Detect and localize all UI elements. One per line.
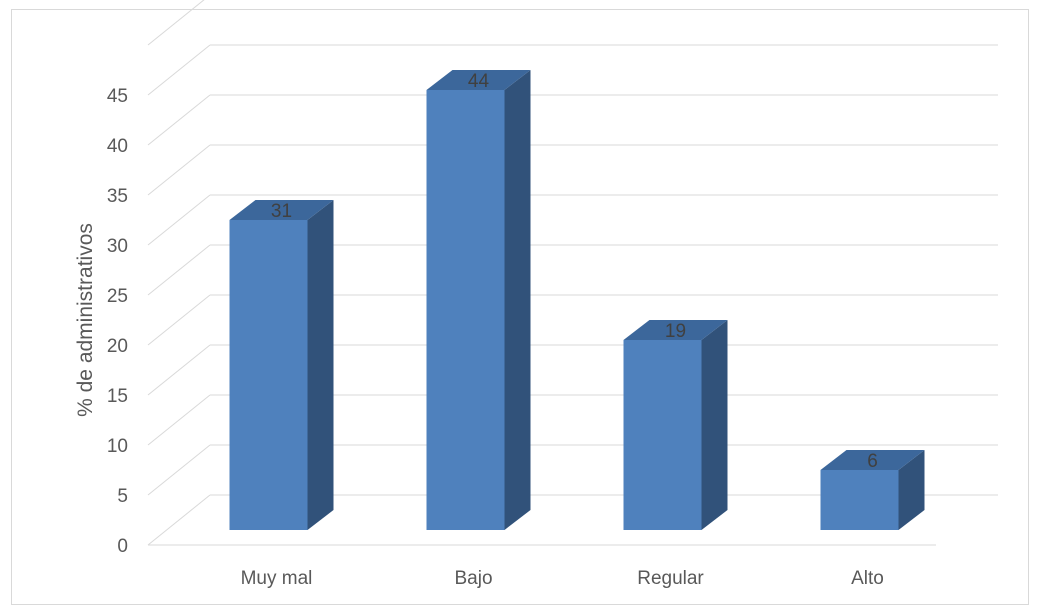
bar-side [701,320,728,530]
y-tick-label: 45 [107,86,128,107]
data-label: 31 [271,201,292,222]
category-label: Muy mal [241,568,313,589]
gridline-depth [147,344,211,396]
bar-side [898,450,925,530]
data-label: 44 [468,71,490,92]
bar [229,220,308,530]
labels: 0 5 10 15 20 25 30 35 40 45 31 Muy mal 44 Bajo 19 Regul… [107,71,884,589]
bar [623,340,702,530]
data-label: 19 [665,321,686,342]
category-label: Bajo [454,568,492,589]
y-tick-label: 25 [107,286,128,307]
category-label: Regular [637,568,704,589]
gridline-depth [147,194,211,246]
bar-side [504,70,531,530]
gridline-depth [147,444,211,496]
y-tick-label: 40 [107,136,128,157]
gridline-depth [147,0,205,46]
bar-side [307,200,334,530]
gridlines [147,0,998,546]
gridline-depth [147,294,211,346]
data-label: 6 [867,451,878,472]
y-tick-label: 15 [107,386,128,407]
y-axis-title: % de administrativos [74,223,97,417]
bar [820,470,899,530]
gridline-depth [147,494,211,546]
bars [229,70,925,530]
y-tick-label: 10 [107,436,128,457]
gridline-depth [147,44,211,96]
bar [426,90,505,530]
y-tick-label: 0 [117,536,128,557]
category-label: Alto [851,568,884,589]
y-tick-label: 5 [117,486,128,507]
gridline-depth [147,94,211,146]
y-tick-label: 20 [107,336,128,357]
y-tick-label: 35 [107,186,128,207]
gridline-depth [147,144,211,196]
bar-top [229,200,334,220]
bar-top [623,320,728,340]
gridline-depth [147,394,211,446]
y-tick-label: 30 [107,236,128,257]
bar-top [426,70,531,90]
gridline-depth [147,244,211,296]
bar-top [820,450,925,470]
